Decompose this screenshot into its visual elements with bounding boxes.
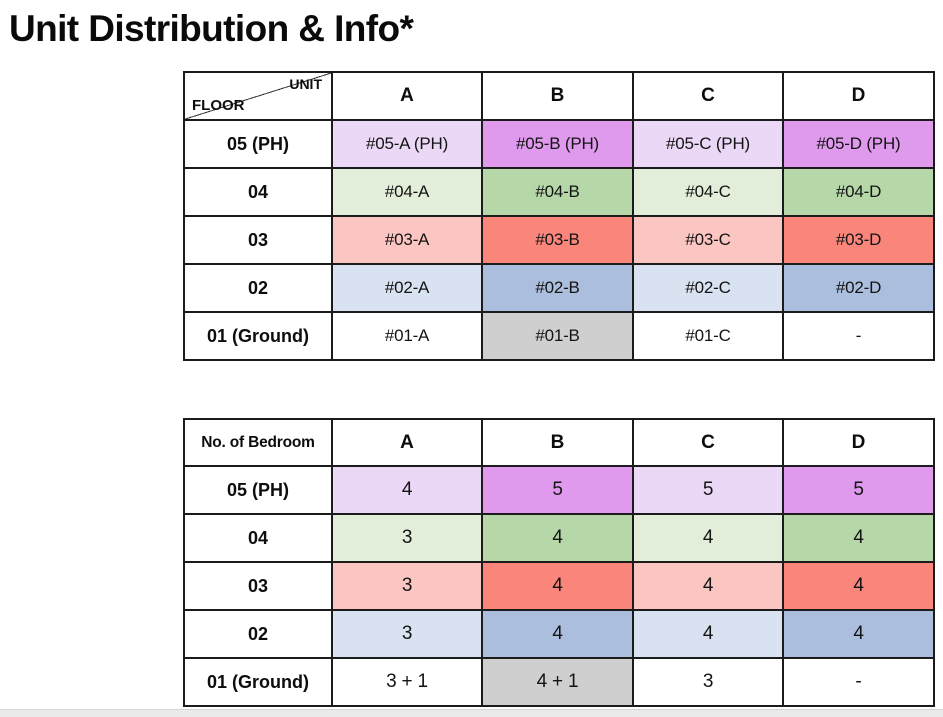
bedroom-cell: 4 — [782, 609, 935, 659]
bedroom-cell: 4 + 1 — [481, 657, 634, 707]
unit-cell: #05-A (PH) — [331, 119, 483, 169]
unit-cell: #05-B (PH) — [481, 119, 634, 169]
bedroom-cell: 4 — [481, 609, 634, 659]
floor-label: 02 — [183, 609, 333, 659]
bedroom-cell: 4 — [782, 513, 935, 563]
bedroom-cell: 3 — [331, 609, 483, 659]
floor-label: 03 — [183, 561, 333, 611]
floor-label: 01 (Ground) — [183, 311, 333, 361]
unit-cell: #02-D — [782, 263, 935, 313]
floor-label: 04 — [183, 167, 333, 217]
bedroom-cell: 4 — [331, 465, 483, 515]
bedroom-count-table: No. of Bedroom A B C D 05 (PH) 4 5 5 5 0… — [183, 418, 935, 707]
table-row: 05 (PH) 4 5 5 5 — [183, 465, 935, 515]
bedroom-header-label: No. of Bedroom — [183, 418, 333, 467]
unit-column-header-d: D — [782, 71, 935, 121]
bedroom-column-header-a: A — [331, 418, 483, 467]
unit-cell: #05-C (PH) — [632, 119, 784, 169]
floor-label: 02 — [183, 263, 333, 313]
bedroom-cell: 3 — [331, 513, 483, 563]
unit-cell: #03-C — [632, 215, 784, 265]
unit-cell: #03-A — [331, 215, 483, 265]
corner-unit-label: UNIT — [289, 76, 322, 92]
unit-cell: #05-D (PH) — [782, 119, 935, 169]
table-row: 03 #03-A #03-B #03-C #03-D — [183, 215, 935, 265]
bedroom-cell: 3 — [331, 561, 483, 611]
bedroom-column-header-c: C — [632, 418, 784, 467]
table-row: 04 #04-A #04-B #04-C #04-D — [183, 167, 935, 217]
unit-cell: #01-C — [632, 311, 784, 361]
unit-distribution-table: UNIT FLOOR A B C D 05 (PH) #05-A (PH) #0… — [183, 71, 935, 361]
unit-column-header-a: A — [331, 71, 483, 121]
unit-cell: #03-D — [782, 215, 935, 265]
unit-cell: #02-C — [632, 263, 784, 313]
unit-cell: #04-D — [782, 167, 935, 217]
bedroom-cell: 4 — [632, 609, 784, 659]
bedroom-column-header-d: D — [782, 418, 935, 467]
table-row: 02 #02-A #02-B #02-C #02-D — [183, 263, 935, 313]
unit-cell: #02-B — [481, 263, 634, 313]
unit-cell: #01-A — [331, 311, 483, 361]
unit-cell: #04-C — [632, 167, 784, 217]
floor-label: 05 (PH) — [183, 119, 333, 169]
bedroom-cell: 4 — [782, 561, 935, 611]
bedroom-cell: 5 — [481, 465, 634, 515]
table-row: 01 (Ground) #01-A #01-B #01-C - — [183, 311, 935, 361]
floor-label: 04 — [183, 513, 333, 563]
table-row: 04 3 4 4 4 — [183, 513, 935, 563]
table-row: 05 (PH) #05-A (PH) #05-B (PH) #05-C (PH)… — [183, 119, 935, 169]
bedroom-cell: 3 + 1 — [331, 657, 483, 707]
bedroom-column-header-b: B — [481, 418, 634, 467]
unit-cell: #03-B — [481, 215, 634, 265]
floor-unit-corner-cell: UNIT FLOOR — [183, 71, 333, 121]
bedroom-cell: 4 — [481, 513, 634, 563]
floor-label: 05 (PH) — [183, 465, 333, 515]
page-title: Unit Distribution & Info* — [9, 8, 414, 49]
bedroom-cell: 4 — [481, 561, 634, 611]
unit-cell: #04-A — [331, 167, 483, 217]
unit-cell: - — [782, 311, 935, 361]
corner-floor-label: FLOOR — [192, 97, 245, 114]
unit-cell: #01-B — [481, 311, 634, 361]
bedroom-cell: 5 — [782, 465, 935, 515]
unit-column-header-c: C — [632, 71, 784, 121]
bedroom-cell: 3 — [632, 657, 784, 707]
table-row: 03 3 4 4 4 — [183, 561, 935, 611]
bedroom-cell: 4 — [632, 513, 784, 563]
bedroom-cell: 5 — [632, 465, 784, 515]
floor-label: 01 (Ground) — [183, 657, 333, 707]
bedroom-cell: - — [782, 657, 935, 707]
bedroom-table-header-row: No. of Bedroom A B C D — [183, 418, 935, 467]
unit-table-header-row: UNIT FLOOR A B C D — [183, 71, 935, 121]
bedroom-cell: 4 — [632, 561, 784, 611]
unit-cell: #04-B — [481, 167, 634, 217]
slide-bottom-edge — [0, 709, 943, 717]
table-row: 02 3 4 4 4 — [183, 609, 935, 659]
floor-label: 03 — [183, 215, 333, 265]
unit-column-header-b: B — [481, 71, 634, 121]
table-row: 01 (Ground) 3 + 1 4 + 1 3 - — [183, 657, 935, 707]
unit-cell: #02-A — [331, 263, 483, 313]
